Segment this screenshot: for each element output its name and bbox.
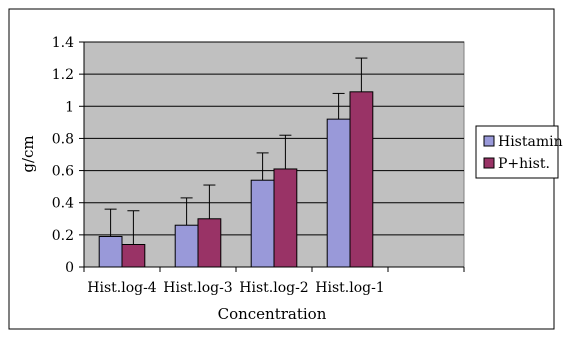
- bar-p-hist-: [349, 91, 374, 268]
- y-tick-label: 0: [65, 260, 74, 276]
- y-tick-label: 0.2: [52, 228, 74, 244]
- y-tick-label: 0.8: [52, 131, 74, 147]
- y-axis-ticks: 0 0.2 0.4 0.6 0.8 1 1.2 1.4: [52, 35, 464, 276]
- x-tick-label: Hist.log-4: [87, 280, 157, 296]
- x-tick-label: Hist.log-1: [315, 280, 384, 296]
- legend-label: Histamin: [498, 134, 563, 150]
- legend-label: P+hist.: [498, 156, 550, 172]
- bar-p-hist-: [273, 168, 298, 268]
- bar-histamin: [326, 118, 351, 268]
- bars: [98, 91, 374, 268]
- y-tick-label: 0.4: [52, 196, 74, 212]
- x-axis-ticks: Hist.log-4 Hist.log-3 Hist.log-2 Hist.log-1: [83, 267, 465, 296]
- bar-histamin: [174, 224, 199, 268]
- legend-swatch: [483, 157, 495, 169]
- y-tick-label: 1: [65, 99, 74, 115]
- y-tick-label: 1.4: [52, 35, 74, 51]
- y-axis-title: g/cm: [19, 135, 37, 172]
- x-tick-label: Hist.log-2: [239, 280, 308, 296]
- bar-histamin: [98, 235, 123, 268]
- x-axis-title: Concentration: [218, 305, 327, 323]
- legend-swatch: [483, 135, 495, 147]
- bar-p-hist-: [121, 244, 146, 268]
- bar-p-hist-: [197, 218, 222, 268]
- x-tick-label: Hist.log-3: [163, 280, 232, 296]
- error-bars: [104, 57, 368, 245]
- legend: Histamin P+hist.: [475, 125, 563, 179]
- y-tick-label: 1.2: [52, 67, 74, 83]
- bar-histamin: [250, 179, 275, 268]
- y-tick-label: 0.6: [52, 164, 74, 180]
- legend-box: [475, 125, 559, 179]
